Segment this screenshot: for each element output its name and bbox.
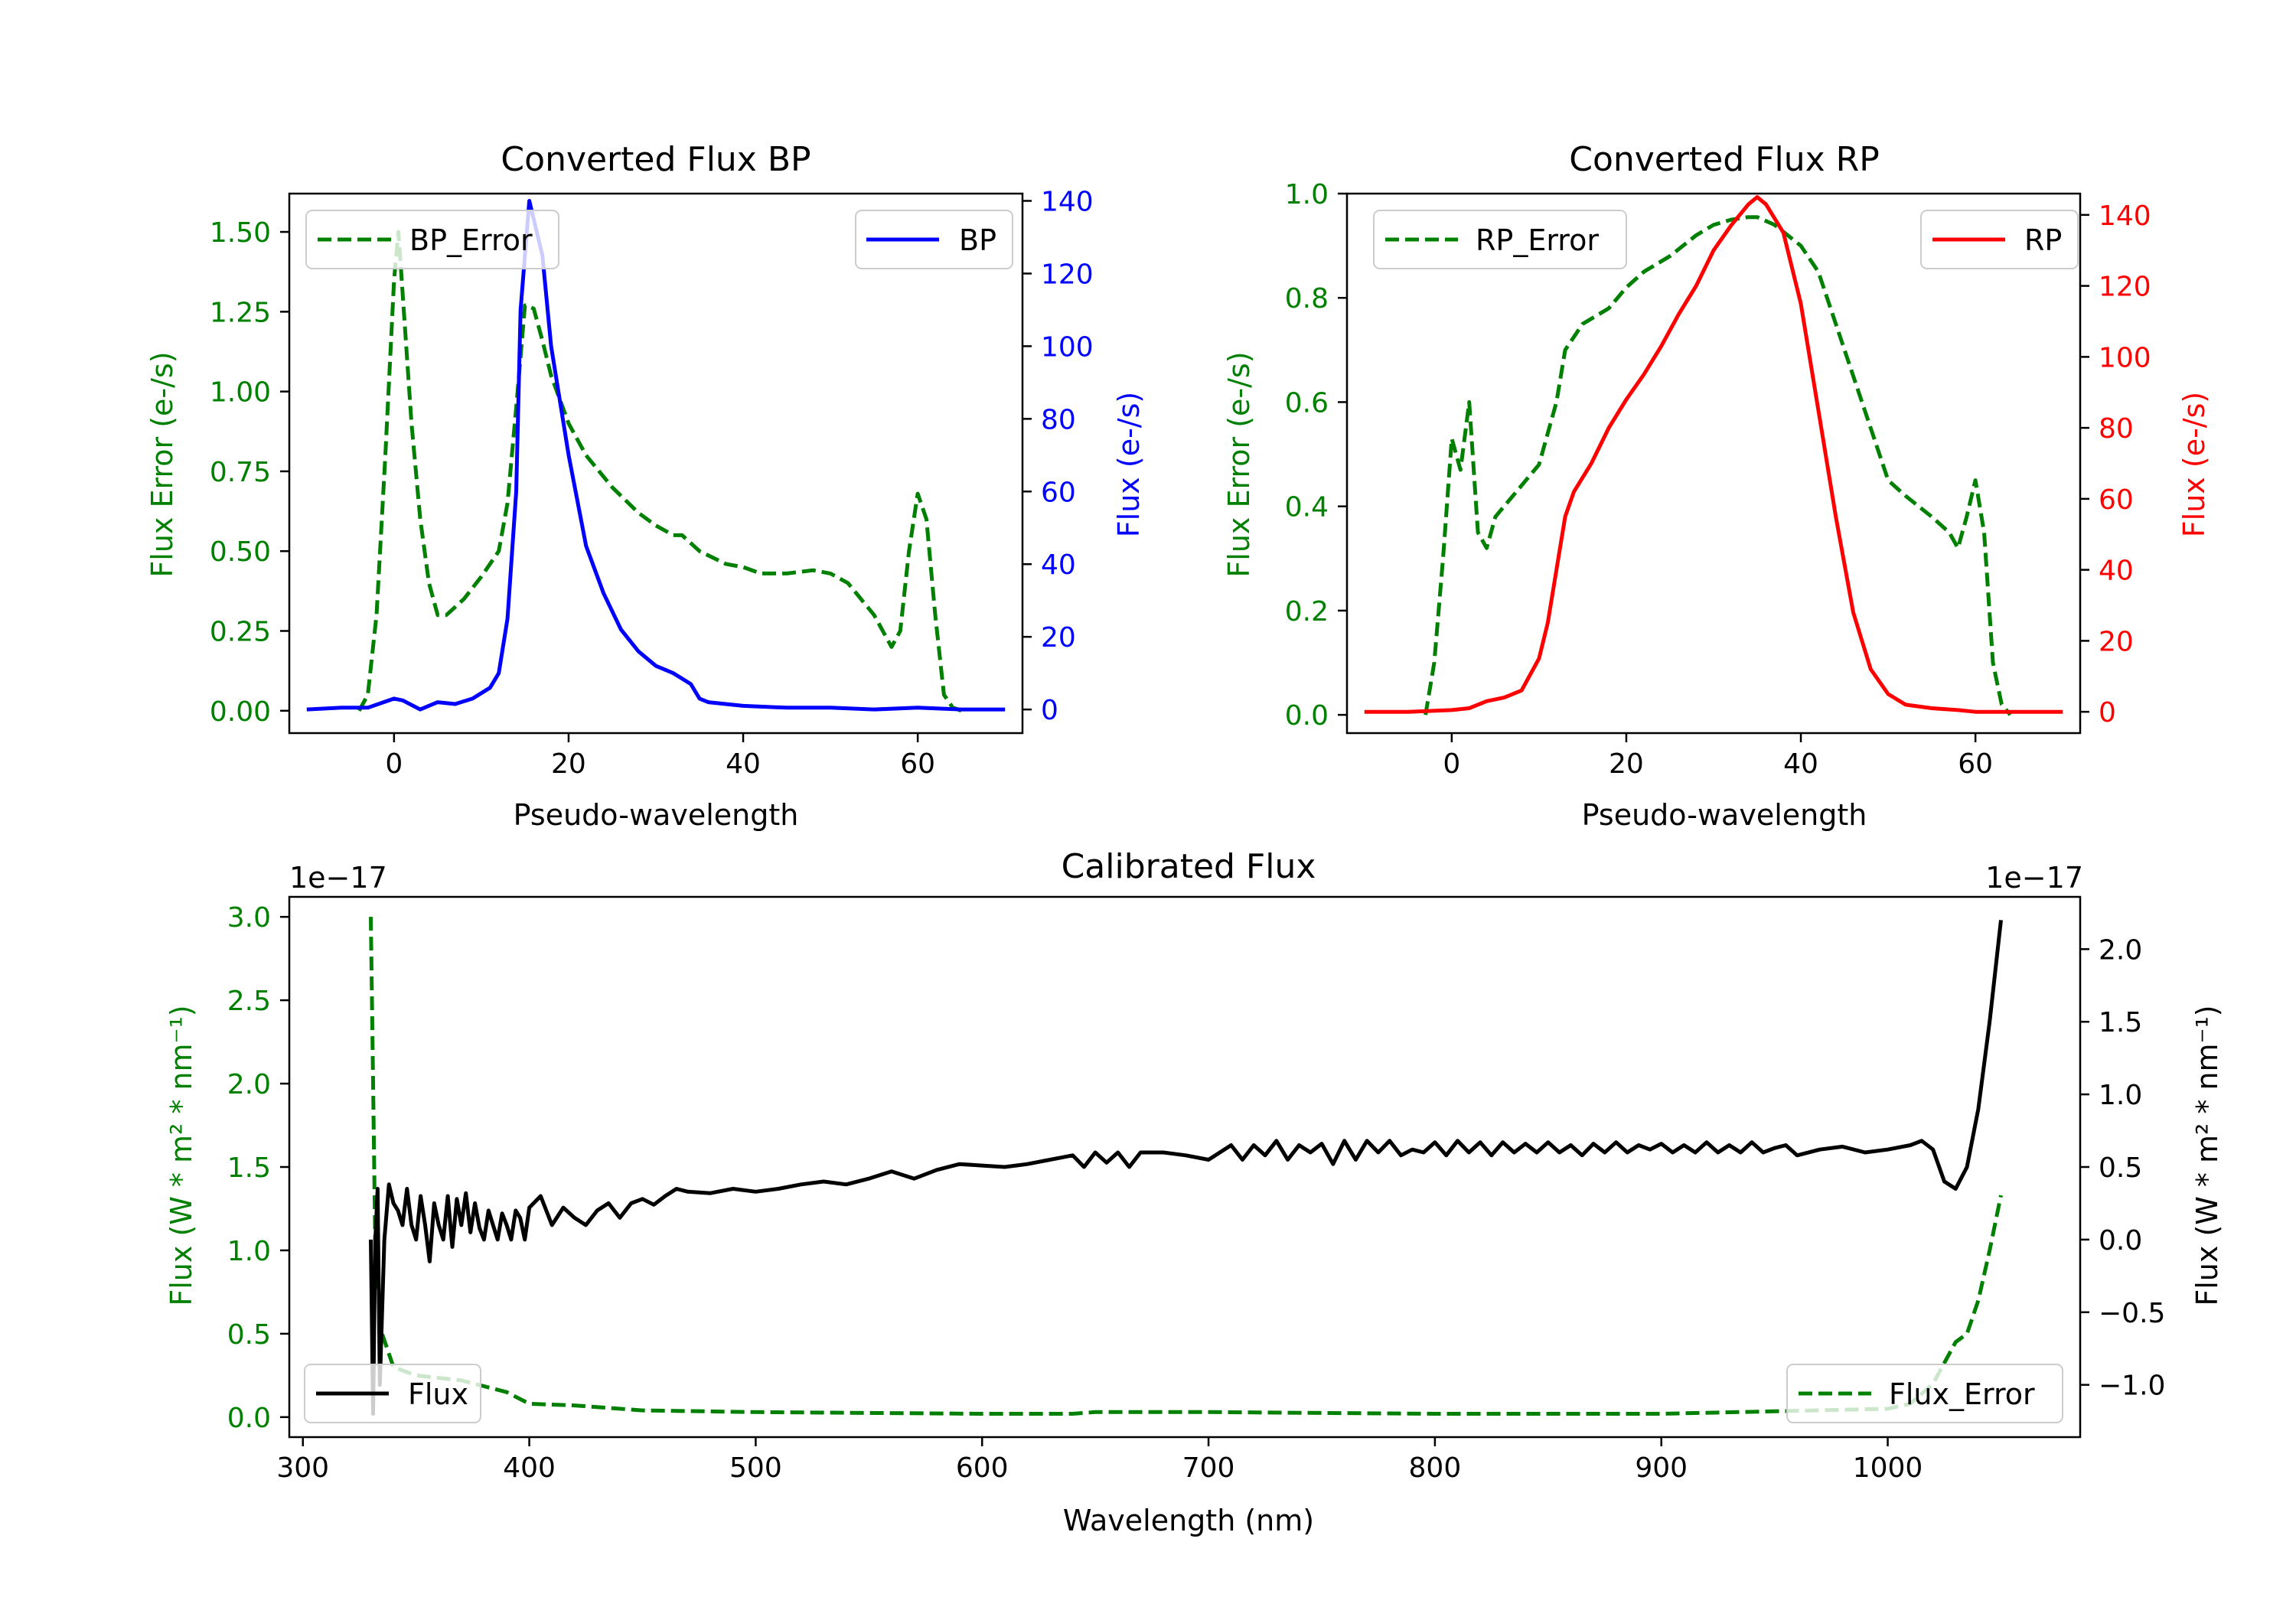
flux-error-legend: Flux_Error — [1786, 1364, 2063, 1423]
bp-ytick-left-label: 0.25 — [210, 617, 271, 648]
calibrated-xtick-label: 700 — [1182, 1452, 1235, 1484]
calibrated-xtick-label: 500 — [729, 1452, 782, 1484]
rp-ytick-right-label: 100 — [2099, 342, 2151, 373]
rp-title: Converted Flux RP — [1569, 140, 1880, 179]
bp-ytick-right-label: 100 — [1041, 331, 1094, 363]
bp-ytick-right-label: 0 — [1041, 695, 1058, 726]
bp-ytick-left-label: 0.50 — [210, 536, 271, 568]
bp-axes-frame — [288, 192, 1024, 735]
bp-panel: Converted Flux BP 0 20 40 60 0.00 0.25 0.50 0.7… — [145, 140, 1146, 832]
calibrated-ytick-left-label: 2.0 — [227, 1069, 271, 1100]
flux-legend: Flux — [304, 1364, 481, 1423]
rp-ytick-right-label: 60 — [2099, 484, 2134, 516]
rp-xtick-label: 0 — [1443, 748, 1460, 780]
rp-ytick-right-label: 120 — [2099, 272, 2151, 303]
rp-ylabel-right: Flux (e-/s) — [2177, 392, 2211, 537]
bp-ytick-left-label: 0.75 — [210, 457, 271, 488]
bp-ytick-right-label: 20 — [1041, 622, 1076, 654]
calibrated-ytick-left-label: 0.5 — [227, 1319, 271, 1351]
rp-error-legend-label: RP_Error — [1476, 223, 1599, 257]
bp-error-legend-label: BP_Error — [409, 223, 533, 257]
calibrated-xtick-label: 600 — [956, 1452, 1009, 1484]
rp-xtick-label: 20 — [1609, 748, 1644, 780]
calibrated-ylabel-right: Flux (W * m² * nm⁻¹) — [2190, 1005, 2224, 1305]
calibrated-ytick-right-label: 2.0 — [2099, 934, 2142, 966]
rp-flux-legend: RP — [1920, 210, 2079, 269]
bp-ytick-left-label: 1.00 — [210, 377, 271, 409]
calibrated-xtick-label: 900 — [1635, 1452, 1688, 1484]
bp-ytick-right-label: 80 — [1041, 404, 1076, 435]
calibrated-ytick-right-label: 0.0 — [2099, 1225, 2142, 1257]
rp-ytick-right-label: 140 — [2099, 200, 2151, 232]
rp-ytick-left-label: 0.8 — [1285, 283, 1329, 315]
rp-ytick-right-label: 20 — [2099, 626, 2134, 657]
calibrated-ytick-left-label: 2.5 — [227, 986, 271, 1017]
rp-ytick-right-label: 0 — [2099, 697, 2116, 729]
bp-ytick-right-label: 120 — [1041, 259, 1094, 290]
rp-ytick-left-label: 0.4 — [1285, 492, 1329, 523]
rp-xtick-label: 40 — [1783, 748, 1818, 780]
bp-ytick-right-label: 40 — [1041, 549, 1076, 581]
calibrated-ytick-left-label: 1.5 — [227, 1152, 271, 1184]
bp-ylabel-left: Flux Error (e-/s) — [145, 351, 179, 577]
calibrated-ytick-right-label: 0.5 — [2099, 1152, 2142, 1184]
calibrated-xlabel: Wavelength (nm) — [1063, 1504, 1314, 1537]
bp-error-legend: BP_Error — [305, 210, 559, 269]
flux-legend-label: Flux — [408, 1377, 468, 1411]
calibrated-ytick-right-label: −0.5 — [2099, 1298, 2165, 1329]
rp-ytick-right-label: 80 — [2099, 413, 2134, 445]
calibrated-offset-left: 1e−17 — [289, 861, 387, 895]
bp-ytick-right-label: 140 — [1041, 186, 1094, 217]
rp-ylabel-left: Flux Error (e-/s) — [1222, 351, 1256, 577]
bp-flux-legend: BP — [855, 210, 1013, 269]
calibrated-plot-area: 300 400 500 600 700 800 900 1000 0.0 0.5 1.0 1.5 2.0… — [227, 895, 2165, 1484]
rp-plot-area: 0 20 40 60 0.0 0.2 0.4 0.6 0.8 1.0 0 20 40 60 80 100 120… — [1285, 179, 2151, 780]
rp-xlabel: Pseudo-wavelength — [1582, 798, 1867, 832]
rp-flux-legend-label: RP — [2024, 223, 2062, 257]
calibrated-offset-right: 1e−17 — [1985, 861, 2083, 895]
rp-ytick-left-label: 0.0 — [1285, 700, 1329, 732]
bp-ylabel-right: Flux (e-/s) — [1112, 392, 1146, 537]
calibrated-ytick-left-label: 3.0 — [227, 902, 271, 934]
bp-xtick-label: 0 — [385, 748, 403, 780]
calibrated-ylabel-left: Flux (W * m² * nm⁻¹) — [165, 1005, 198, 1305]
calibrated-ytick-left-label: 1.0 — [227, 1236, 271, 1267]
calibrated-ytick-right-label: −1.0 — [2099, 1371, 2165, 1402]
rp-panel: Converted Flux RP 0 20 40 60 0.0 0.2 0.4 0.6 0.8… — [1222, 140, 2211, 832]
calibrated-ytick-left-label: 0.0 — [227, 1403, 271, 1434]
rp-axes-frame — [1345, 192, 2082, 735]
bp-xtick-label: 40 — [726, 748, 761, 780]
calibrated-series-flux — [369, 920, 2003, 1416]
bp-series-bp-error — [357, 230, 963, 713]
calibrated-panel: Calibrated Flux 300 400 500 600 700 800 900 100… — [165, 847, 2224, 1537]
rp-series-rp — [1364, 195, 2063, 714]
rp-ytick-left-label: 1.0 — [1285, 179, 1329, 210]
calibrated-xtick-label: 800 — [1409, 1452, 1462, 1484]
calibrated-ytick-right-label: 1.5 — [2099, 1007, 2142, 1038]
bp-ytick-right-label: 60 — [1041, 477, 1076, 508]
bp-plot-area: 0 20 40 60 0.00 0.25 0.50 0.75 1.00 1.25 1.50 0 20 40… — [210, 186, 1094, 780]
bp-ytick-left-label: 1.25 — [210, 297, 271, 328]
bp-flux-legend-label: BP — [959, 223, 996, 257]
rp-ytick-left-label: 0.2 — [1285, 596, 1329, 627]
rp-ytick-left-label: 0.6 — [1285, 387, 1329, 419]
bp-ytick-left-label: 1.50 — [210, 217, 271, 249]
bp-xtick-label: 20 — [551, 748, 586, 780]
calibrated-xtick-label: 1000 — [1853, 1452, 1923, 1484]
bp-xtick-label: 60 — [900, 748, 935, 780]
calibrated-xtick-label: 300 — [276, 1452, 329, 1484]
calibrated-ytick-right-label: 1.0 — [2099, 1080, 2142, 1111]
rp-ytick-right-label: 40 — [2099, 556, 2134, 587]
bp-xlabel: Pseudo-wavelength — [514, 798, 799, 832]
rp-xtick-label: 60 — [1958, 748, 1993, 780]
bp-series-bp — [306, 199, 1006, 712]
bp-title: Converted Flux BP — [501, 140, 810, 179]
calibrated-xtick-label: 400 — [503, 1452, 556, 1484]
bp-ytick-left-label: 0.00 — [210, 696, 271, 728]
rp-series-rp-error — [1424, 215, 2012, 716]
rp-error-legend: RP_Error — [1373, 210, 1627, 269]
flux-error-legend-label: Flux_Error — [1889, 1377, 2035, 1411]
calibrated-title: Calibrated Flux — [1062, 847, 1316, 886]
